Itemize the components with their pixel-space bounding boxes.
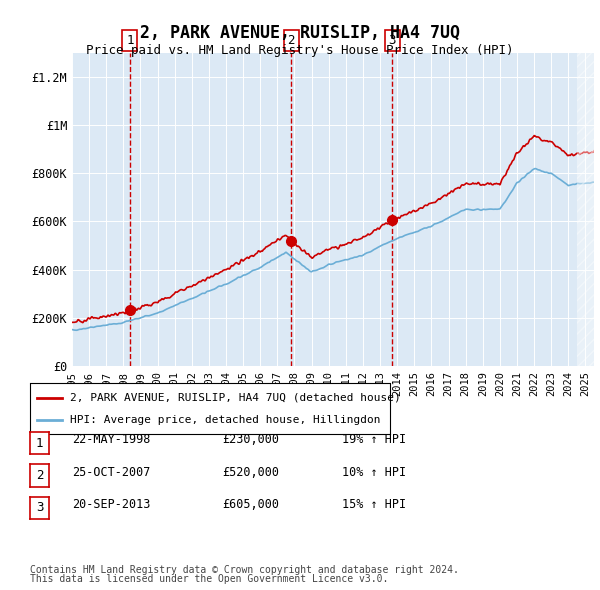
Text: 2: 2 [36, 469, 43, 482]
Text: This data is licensed under the Open Government Licence v3.0.: This data is licensed under the Open Gov… [30, 574, 388, 584]
Text: 2, PARK AVENUE, RUISLIP, HA4 7UQ (detached house): 2, PARK AVENUE, RUISLIP, HA4 7UQ (detach… [70, 392, 400, 402]
Text: 1: 1 [36, 437, 43, 450]
Text: 3: 3 [36, 502, 43, 514]
Text: Contains HM Land Registry data © Crown copyright and database right 2024.: Contains HM Land Registry data © Crown c… [30, 565, 459, 575]
Text: 3: 3 [389, 34, 396, 47]
Text: 19% ↑ HPI: 19% ↑ HPI [342, 433, 406, 446]
Text: 1: 1 [126, 34, 134, 47]
Text: 25-OCT-2007: 25-OCT-2007 [72, 466, 151, 478]
Text: 10% ↑ HPI: 10% ↑ HPI [342, 466, 406, 478]
Text: HPI: Average price, detached house, Hillingdon: HPI: Average price, detached house, Hill… [70, 415, 380, 425]
Text: £230,000: £230,000 [222, 433, 279, 446]
Bar [577, 53, 594, 366]
Text: £605,000: £605,000 [222, 498, 279, 511]
Text: 2: 2 [287, 34, 295, 47]
Text: £520,000: £520,000 [222, 466, 279, 478]
Text: 2, PARK AVENUE, RUISLIP, HA4 7UQ: 2, PARK AVENUE, RUISLIP, HA4 7UQ [140, 24, 460, 42]
Text: Price paid vs. HM Land Registry's House Price Index (HPI): Price paid vs. HM Land Registry's House … [86, 44, 514, 57]
Text: 22-MAY-1998: 22-MAY-1998 [72, 433, 151, 446]
Text: 20-SEP-2013: 20-SEP-2013 [72, 498, 151, 511]
Text: 15% ↑ HPI: 15% ↑ HPI [342, 498, 406, 511]
